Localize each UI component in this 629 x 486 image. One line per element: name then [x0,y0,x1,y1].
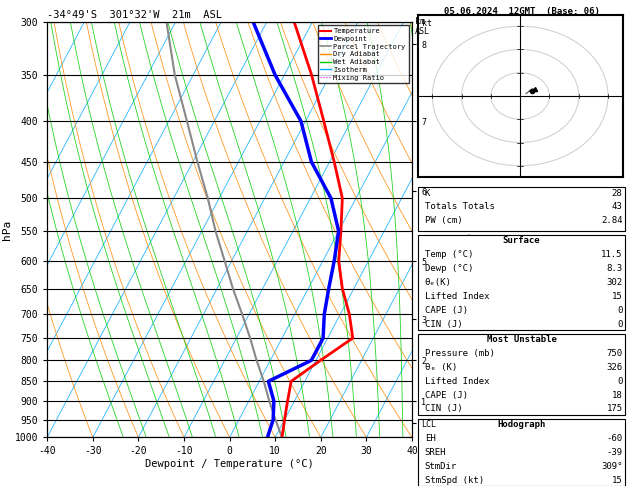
Text: 750: 750 [606,349,623,358]
Text: kt: kt [422,19,431,29]
Text: CIN (J): CIN (J) [425,320,462,329]
X-axis label: Dewpoint / Temperature (°C): Dewpoint / Temperature (°C) [145,459,314,469]
Text: ASL: ASL [415,27,430,36]
Text: -34°49'S  301°32'W  21m  ASL: -34°49'S 301°32'W 21m ASL [47,10,222,20]
Text: θₑ(K): θₑ(K) [425,278,452,287]
Text: Hodograph: Hodograph [498,420,545,429]
Text: CIN (J): CIN (J) [425,404,462,414]
Text: SREH: SREH [425,448,446,457]
Text: Totals Totals: Totals Totals [425,203,494,211]
Text: 05.06.2024  12GMT  (Base: 06): 05.06.2024 12GMT (Base: 06) [443,7,599,17]
Text: 0: 0 [617,306,623,315]
Text: StmDir: StmDir [425,462,457,470]
Text: Dewp (°C): Dewp (°C) [425,264,473,273]
Bar [418,187,625,231]
Text: 15: 15 [612,292,623,301]
Bar [418,235,625,330]
Text: StmSpd (kt): StmSpd (kt) [425,475,484,485]
Text: 309°: 309° [601,462,623,470]
Text: Temp (°C): Temp (°C) [425,250,473,260]
Text: 0: 0 [617,377,623,386]
Text: 18: 18 [612,391,623,399]
Text: 2.84: 2.84 [601,216,623,226]
Text: 11.5: 11.5 [601,250,623,260]
Text: 15: 15 [612,475,623,485]
Text: Pressure (mb): Pressure (mb) [425,349,494,358]
Text: -60: -60 [606,434,623,443]
Text: -39: -39 [606,448,623,457]
Text: K: K [425,189,430,198]
Text: Most Unstable: Most Unstable [486,335,557,344]
Text: 326: 326 [606,363,623,372]
Y-axis label: hPa: hPa [2,220,12,240]
Text: Lifted Index: Lifted Index [425,292,489,301]
Text: Mixing Ratio (g/kg): Mixing Ratio (g/kg) [466,232,475,327]
Text: km: km [415,17,425,26]
Text: CAPE (J): CAPE (J) [425,306,467,315]
Bar [418,334,625,415]
Legend: Temperature, Dewpoint, Parcel Trajectory, Dry Adiabat, Wet Adiabat, Isotherm, Mi: Temperature, Dewpoint, Parcel Trajectory… [318,25,408,83]
Text: 43: 43 [612,203,623,211]
Text: θₑ (K): θₑ (K) [425,363,457,372]
Text: 0: 0 [617,320,623,329]
Text: PW (cm): PW (cm) [425,216,462,226]
Text: Surface: Surface [503,237,540,245]
Text: EH: EH [425,434,435,443]
Text: © weatheronline.co.uk: © weatheronline.co.uk [469,471,574,480]
Bar [418,418,625,486]
Text: Lifted Index: Lifted Index [425,377,489,386]
Text: 302: 302 [606,278,623,287]
Text: 175: 175 [606,404,623,414]
Text: 8.3: 8.3 [606,264,623,273]
Text: CAPE (J): CAPE (J) [425,391,467,399]
Text: 28: 28 [612,189,623,198]
